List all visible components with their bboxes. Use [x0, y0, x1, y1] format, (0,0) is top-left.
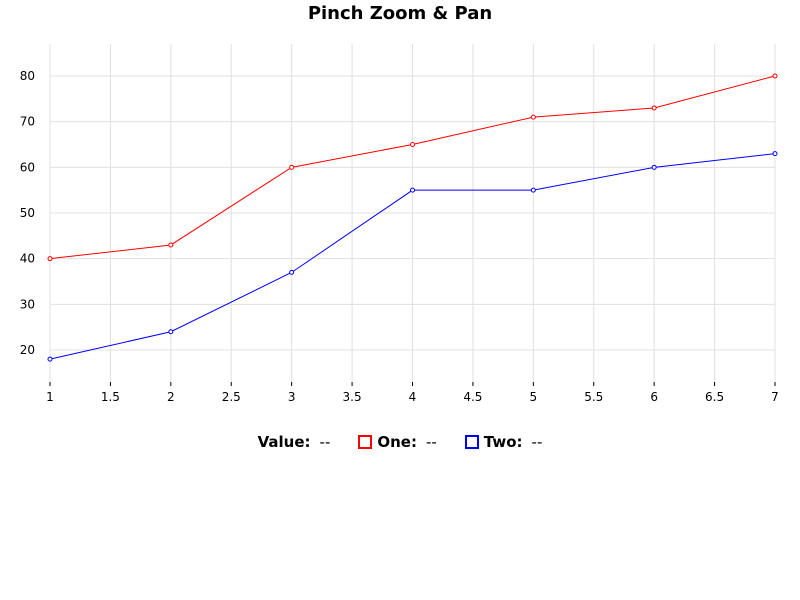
- legend-value-label: Value:: [257, 433, 311, 451]
- legend: Value: -- One: -- Two: --: [0, 433, 800, 451]
- legend-one-label: One:: [377, 433, 417, 451]
- x-tick-label: 5.5: [584, 390, 603, 404]
- legend-swatch-one: [358, 435, 373, 449]
- data-point-two: [651, 164, 657, 170]
- x-tick-label: 4.5: [463, 390, 482, 404]
- legend-item-two[interactable]: Two: --: [464, 433, 543, 451]
- data-point-one: [651, 105, 657, 111]
- data-point-one: [410, 141, 415, 147]
- x-tick-label: 1.5: [101, 390, 120, 404]
- legend-value-readout: --: [319, 433, 331, 451]
- legend-swatch-two: [464, 435, 479, 449]
- y-tick-label: 30: [20, 297, 35, 311]
- y-tick-label: 40: [20, 252, 35, 266]
- legend-two-label: Two:: [483, 433, 523, 451]
- x-tick-label: 6: [650, 390, 658, 404]
- x-tick-label: 3.5: [343, 390, 362, 404]
- legend-one-readout: --: [425, 433, 437, 451]
- data-point-two: [289, 269, 295, 275]
- x-tick-label: 5: [530, 390, 538, 404]
- data-point-two: [772, 151, 778, 157]
- y-tick-label: 70: [20, 115, 35, 129]
- x-tick-label: 3: [288, 390, 296, 404]
- y-tick-label: 80: [20, 69, 35, 83]
- legend-two-readout: --: [531, 433, 543, 451]
- data-point-one: [168, 242, 174, 248]
- x-tick-label: 4: [409, 390, 417, 404]
- y-tick-label: 60: [20, 160, 35, 174]
- x-tick-label: 2.5: [222, 390, 241, 404]
- x-tick-label: 1: [46, 390, 54, 404]
- x-tick-label: 2: [167, 390, 175, 404]
- x-tick-label: 6.5: [705, 390, 724, 404]
- data-point-one: [530, 114, 536, 120]
- data-point-two: [410, 187, 415, 193]
- data-point-two: [168, 329, 174, 335]
- x-tick-label: 7: [771, 390, 779, 404]
- chart-title: Pinch Zoom & Pan: [307, 3, 493, 24]
- data-point-one: [47, 256, 53, 262]
- data-point-one: [289, 164, 295, 170]
- y-tick-label: 20: [20, 343, 35, 357]
- legend-item-value: Value: --: [258, 433, 331, 451]
- y-tick-label: 50: [20, 206, 35, 220]
- data-point-two: [47, 356, 53, 362]
- legend-item-one[interactable]: One: --: [358, 433, 437, 451]
- data-point-one: [772, 73, 778, 79]
- data-point-two: [530, 187, 536, 193]
